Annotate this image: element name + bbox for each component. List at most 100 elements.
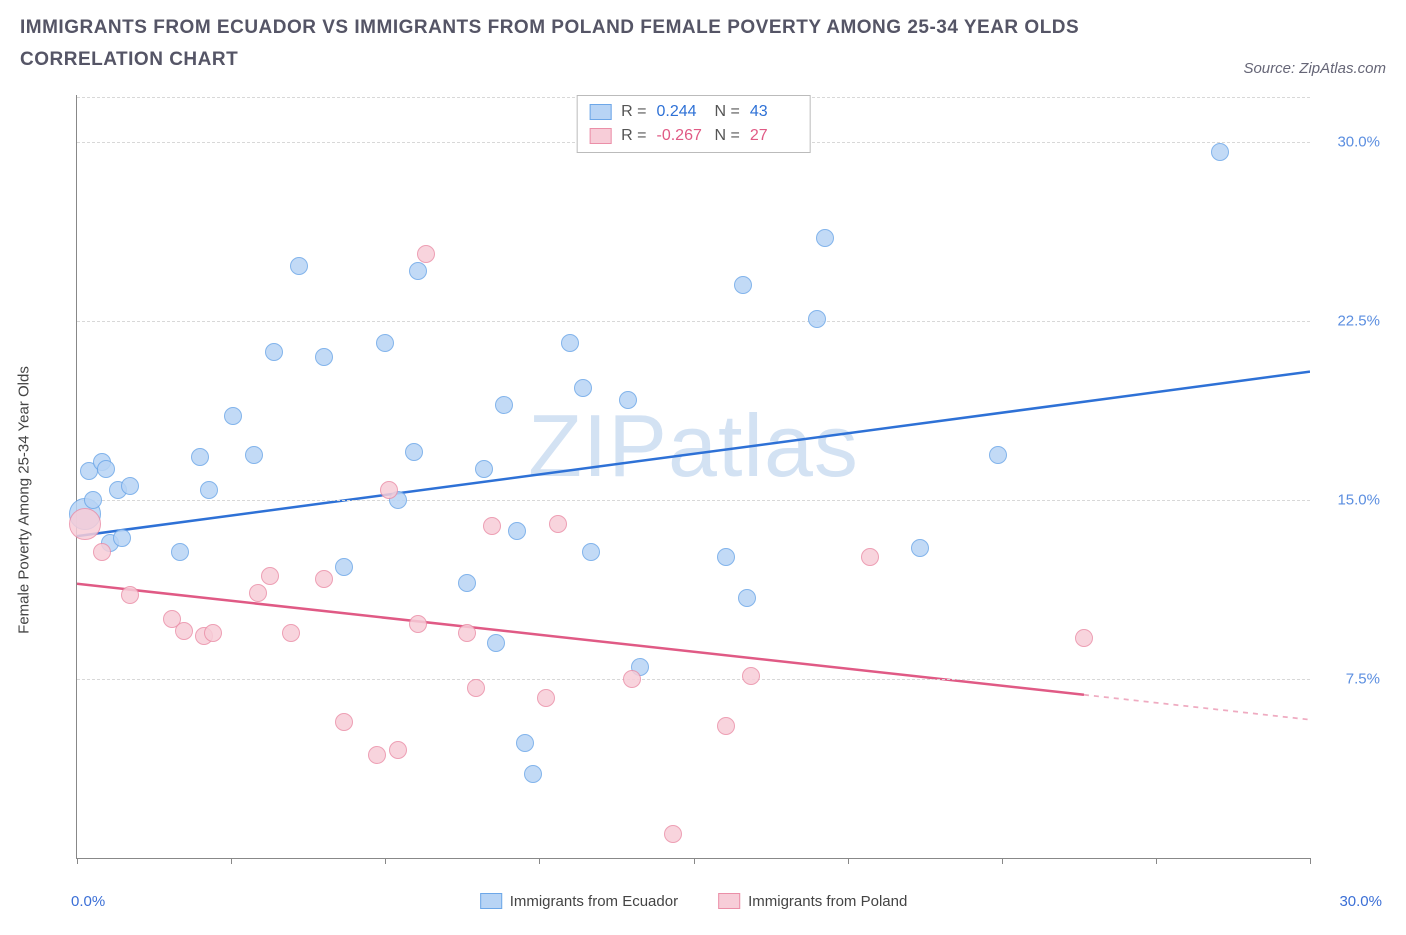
x-tick bbox=[1156, 858, 1157, 864]
legend-swatch bbox=[589, 104, 611, 120]
n-label: N = bbox=[715, 100, 740, 124]
scatter-point bbox=[458, 574, 476, 592]
scatter-point bbox=[508, 522, 526, 540]
x-tick bbox=[694, 858, 695, 864]
scatter-point bbox=[113, 529, 131, 547]
y-tick-label: 7.5% bbox=[1320, 670, 1380, 687]
scatter-point bbox=[335, 558, 353, 576]
trend-line bbox=[77, 583, 1084, 694]
r-label: R = bbox=[621, 124, 646, 148]
scatter-point bbox=[261, 567, 279, 585]
scatter-point bbox=[475, 460, 493, 478]
scatter-point bbox=[380, 481, 398, 499]
chart-title: IMMIGRANTS FROM ECUADOR VS IMMIGRANTS FR… bbox=[20, 12, 1120, 77]
scatter-point bbox=[224, 407, 242, 425]
scatter-point bbox=[458, 624, 476, 642]
scatter-point bbox=[467, 679, 485, 697]
scatter-point-large bbox=[69, 508, 101, 540]
correlation-legend-row: R =-0.267N =27 bbox=[589, 124, 798, 148]
scatter-point bbox=[204, 624, 222, 642]
scatter-point bbox=[200, 481, 218, 499]
scatter-point bbox=[368, 746, 386, 764]
source-attribution: Source: ZipAtlas.com bbox=[1243, 60, 1386, 77]
scatter-point bbox=[1211, 143, 1229, 161]
gridline bbox=[77, 679, 1310, 680]
scatter-point bbox=[315, 570, 333, 588]
x-tick bbox=[77, 858, 78, 864]
plot-area: ZIPatlas R =0.244N =43R =-0.267N =27 Imm… bbox=[76, 95, 1310, 859]
series-legend-item: Immigrants from Poland bbox=[718, 893, 907, 910]
legend-swatch bbox=[589, 128, 611, 144]
scatter-point bbox=[495, 396, 513, 414]
series-legend-label: Immigrants from Poland bbox=[748, 893, 907, 910]
y-axis-title: Female Poverty Among 25-34 Year Olds bbox=[16, 366, 33, 634]
x-tick bbox=[1310, 858, 1311, 864]
r-label: R = bbox=[621, 100, 646, 124]
scatter-point bbox=[249, 584, 267, 602]
scatter-point bbox=[742, 667, 760, 685]
x-axis-max-label: 30.0% bbox=[1339, 893, 1382, 910]
x-tick bbox=[1002, 858, 1003, 864]
legend-swatch bbox=[718, 893, 740, 909]
scatter-point bbox=[389, 741, 407, 759]
x-tick bbox=[539, 858, 540, 864]
scatter-point bbox=[483, 517, 501, 535]
scatter-point bbox=[191, 448, 209, 466]
y-tick-label: 15.0% bbox=[1320, 491, 1380, 508]
scatter-point bbox=[516, 734, 534, 752]
gridline bbox=[77, 500, 1310, 501]
legend-swatch bbox=[480, 893, 502, 909]
series-legend-label: Immigrants from Ecuador bbox=[510, 893, 678, 910]
scatter-point bbox=[619, 391, 637, 409]
scatter-point bbox=[335, 713, 353, 731]
y-tick-label: 22.5% bbox=[1320, 313, 1380, 330]
correlation-legend-row: R = 0.244 N = 43 bbox=[589, 100, 798, 124]
scatter-point bbox=[487, 634, 505, 652]
scatter-point bbox=[290, 257, 308, 275]
scatter-point bbox=[405, 443, 423, 461]
scatter-point bbox=[315, 348, 333, 366]
watermark: ZIPatlas bbox=[528, 395, 859, 497]
scatter-point bbox=[537, 689, 555, 707]
scatter-point bbox=[808, 310, 826, 328]
series-legend: Immigrants from Ecuador Immigrants from P… bbox=[480, 893, 908, 910]
n-label: N = bbox=[715, 124, 740, 148]
scatter-point bbox=[574, 379, 592, 397]
scatter-point bbox=[245, 446, 263, 464]
scatter-point bbox=[93, 543, 111, 561]
scatter-point bbox=[417, 245, 435, 263]
scatter-point bbox=[738, 589, 756, 607]
scatter-point bbox=[549, 515, 567, 533]
scatter-point bbox=[97, 460, 115, 478]
scatter-point bbox=[1075, 629, 1093, 647]
scatter-point bbox=[121, 586, 139, 604]
gridline bbox=[77, 321, 1310, 322]
scatter-point bbox=[84, 491, 102, 509]
r-value: 0.244 bbox=[657, 100, 705, 124]
scatter-point bbox=[171, 543, 189, 561]
x-axis-min-label: 0.0% bbox=[71, 893, 105, 910]
scatter-point bbox=[734, 276, 752, 294]
series-legend-item: Immigrants from Ecuador bbox=[480, 893, 678, 910]
scatter-point bbox=[561, 334, 579, 352]
x-tick bbox=[385, 858, 386, 864]
scatter-point bbox=[121, 477, 139, 495]
n-value: 43 bbox=[750, 100, 798, 124]
scatter-point bbox=[664, 825, 682, 843]
scatter-point bbox=[376, 334, 394, 352]
trend-line-dashed bbox=[1084, 694, 1310, 719]
scatter-point bbox=[265, 343, 283, 361]
scatter-point bbox=[911, 539, 929, 557]
correlation-legend: R =0.244N =43R =-0.267N =27 bbox=[576, 95, 811, 153]
y-tick-label: 30.0% bbox=[1320, 134, 1380, 151]
scatter-point bbox=[989, 446, 1007, 464]
scatter-point bbox=[717, 717, 735, 735]
scatter-point bbox=[524, 765, 542, 783]
r-value: -0.267 bbox=[657, 124, 705, 148]
trend-lines bbox=[77, 95, 1310, 858]
scatter-point bbox=[409, 262, 427, 280]
scatter-point bbox=[623, 670, 641, 688]
x-tick bbox=[231, 858, 232, 864]
scatter-point bbox=[861, 548, 879, 566]
scatter-point bbox=[282, 624, 300, 642]
